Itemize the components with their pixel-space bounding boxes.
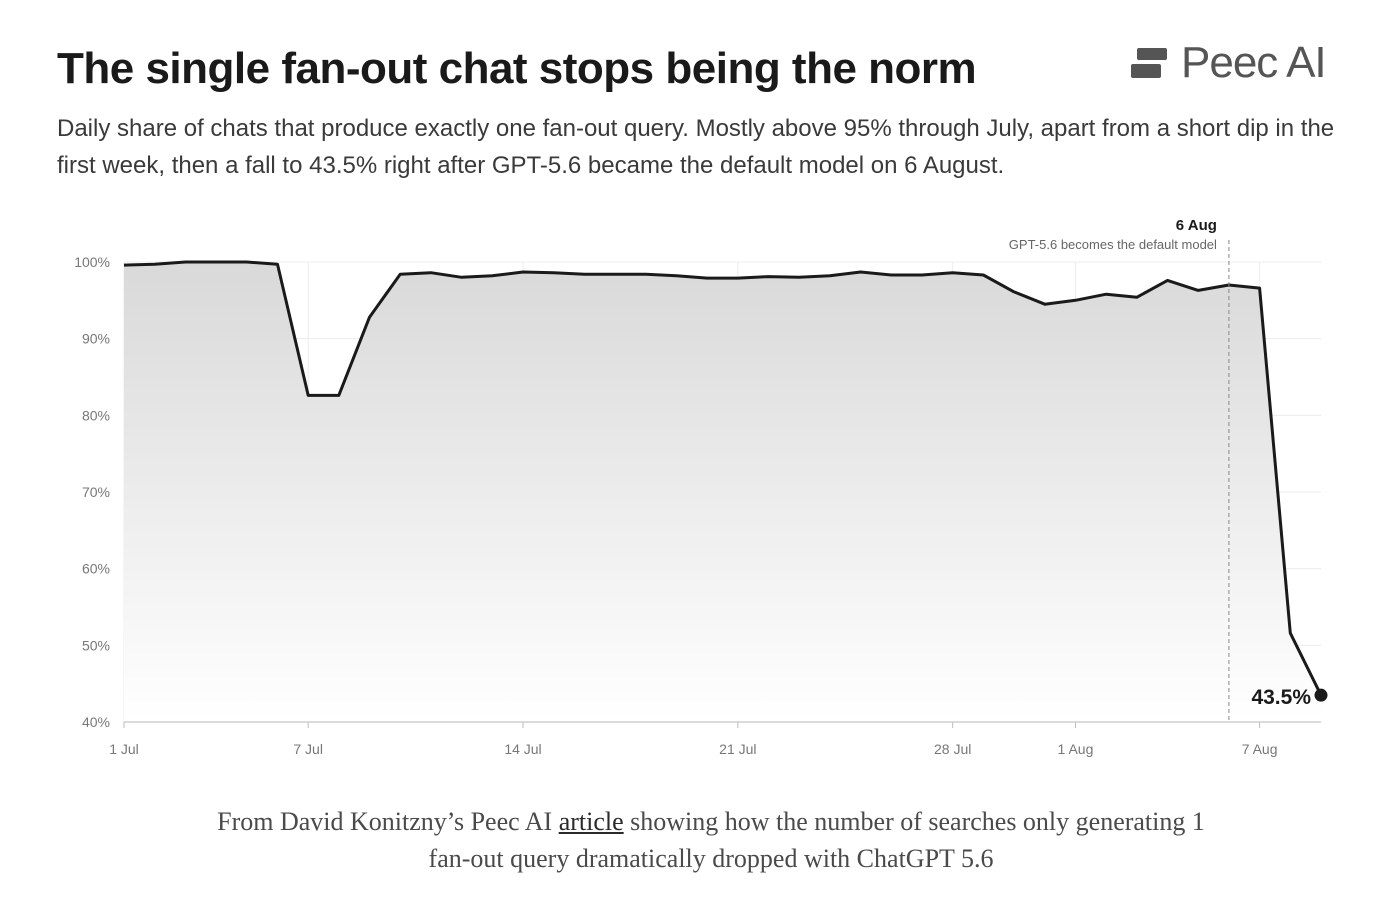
data-point-2025-07-13 <box>490 274 494 278</box>
y-tick-label: 100% <box>74 254 110 270</box>
article-link[interactable]: article <box>558 807 624 836</box>
data-point-2025-07-20 <box>705 276 709 280</box>
line-chart: 100% 90% 80% 70% 60% 50% 40% 1 Jul 7 Jul 14 Jul 21… <box>74 217 1328 757</box>
data-point-2025-07-03 <box>183 260 187 264</box>
data-point-2025-07-07 <box>306 393 310 397</box>
y-tick-label: 60% <box>82 561 110 577</box>
data-point-2025-07-01 <box>122 263 126 267</box>
data-point-2025-07-12 <box>460 275 464 279</box>
y-tick-label: 90% <box>82 331 110 347</box>
data-point-2025-07-02 <box>153 262 157 266</box>
data-point-2025-07-30 <box>1012 290 1016 294</box>
data-point-2025-07-26 <box>889 273 893 277</box>
axes: 100% 90% 80% 70% 60% 50% 40% 1 Jul 7 Jul 14 Jul 21… <box>74 254 1321 757</box>
x-tick-label: 21 Jul <box>719 741 756 757</box>
data-point-2025-07-24 <box>828 274 832 278</box>
y-tick-label: 80% <box>82 407 110 423</box>
series-line <box>122 260 1323 696</box>
x-tick-label: 28 Jul <box>934 741 971 757</box>
data-point-2025-07-21 <box>736 276 740 280</box>
data-point-2025-07-08 <box>337 393 341 397</box>
figure-caption: From David Konitzny’s Peec AI article sh… <box>211 803 1211 877</box>
series-area <box>124 262 1321 722</box>
data-point-2025-07-31 <box>1043 302 1047 306</box>
data-point-2025-08-05 <box>1196 288 1200 292</box>
data-point-2025-07-11 <box>429 271 433 275</box>
caption-text-after: showing how the number of searches only … <box>428 807 1205 873</box>
data-point-2025-07-04 <box>214 260 218 264</box>
x-tick-label: 1 Jul <box>109 741 139 757</box>
data-point-2025-07-18 <box>644 272 648 276</box>
chart-subtitle: Daily share of chats that produce exactl… <box>57 115 1335 179</box>
caption-text-before: From David Konitzny’s Peec AI <box>217 807 559 836</box>
data-point-2025-07-28 <box>951 271 955 275</box>
y-tick-label: 50% <box>82 637 110 653</box>
annotations: 6 Aug GPT-5.6 becomes the default model 43… <box>1009 217 1328 722</box>
y-tick-label: 40% <box>82 714 110 730</box>
final-value-label: 43.5% <box>1251 686 1311 709</box>
data-point-2025-07-15 <box>552 271 556 275</box>
series-line-path <box>123 260 1323 696</box>
data-point-2025-08-07 <box>1258 286 1262 290</box>
chart-title: The single fan-out chat stops being the … <box>57 44 977 93</box>
x-tick-label: 1 Aug <box>1058 741 1094 757</box>
data-point-2025-07-09 <box>368 315 372 319</box>
marker-date-label: 6 Aug <box>1176 217 1217 234</box>
area-fill <box>124 262 1321 722</box>
final-value-dot <box>1314 688 1328 702</box>
data-point-2025-08-03 <box>1135 295 1139 299</box>
data-point-2025-08-04 <box>1166 278 1170 282</box>
x-tick-label: 14 Jul <box>504 741 541 757</box>
data-point-2025-08-01 <box>1073 298 1077 302</box>
data-point-2025-07-23 <box>797 275 801 279</box>
data-point-2025-08-02 <box>1104 292 1108 296</box>
data-point-2025-07-25 <box>859 270 863 274</box>
x-tick-label: 7 Aug <box>1242 741 1278 757</box>
data-point-2025-07-19 <box>674 274 678 278</box>
data-point-2025-07-14 <box>521 270 525 274</box>
y-tick-label: 70% <box>82 484 110 500</box>
peec-ai-logo: Peec AI <box>1131 38 1327 88</box>
data-point-2025-07-29 <box>981 273 985 277</box>
data-point-2025-07-06 <box>275 262 279 266</box>
peec-logo-icon <box>1131 44 1167 82</box>
marker-description-label: GPT-5.6 becomes the default model <box>1009 237 1217 252</box>
data-point-2025-07-10 <box>398 272 402 276</box>
data-point-2025-07-16 <box>582 272 586 276</box>
data-point-2025-08-08 <box>1288 631 1292 635</box>
data-point-2025-07-17 <box>613 272 617 276</box>
data-point-2025-07-22 <box>767 275 771 279</box>
data-point-2025-07-27 <box>920 273 924 277</box>
logo-text: Peec AI <box>1181 38 1327 87</box>
data-point-2025-07-05 <box>245 260 249 264</box>
x-tick-label: 7 Jul <box>293 741 323 757</box>
